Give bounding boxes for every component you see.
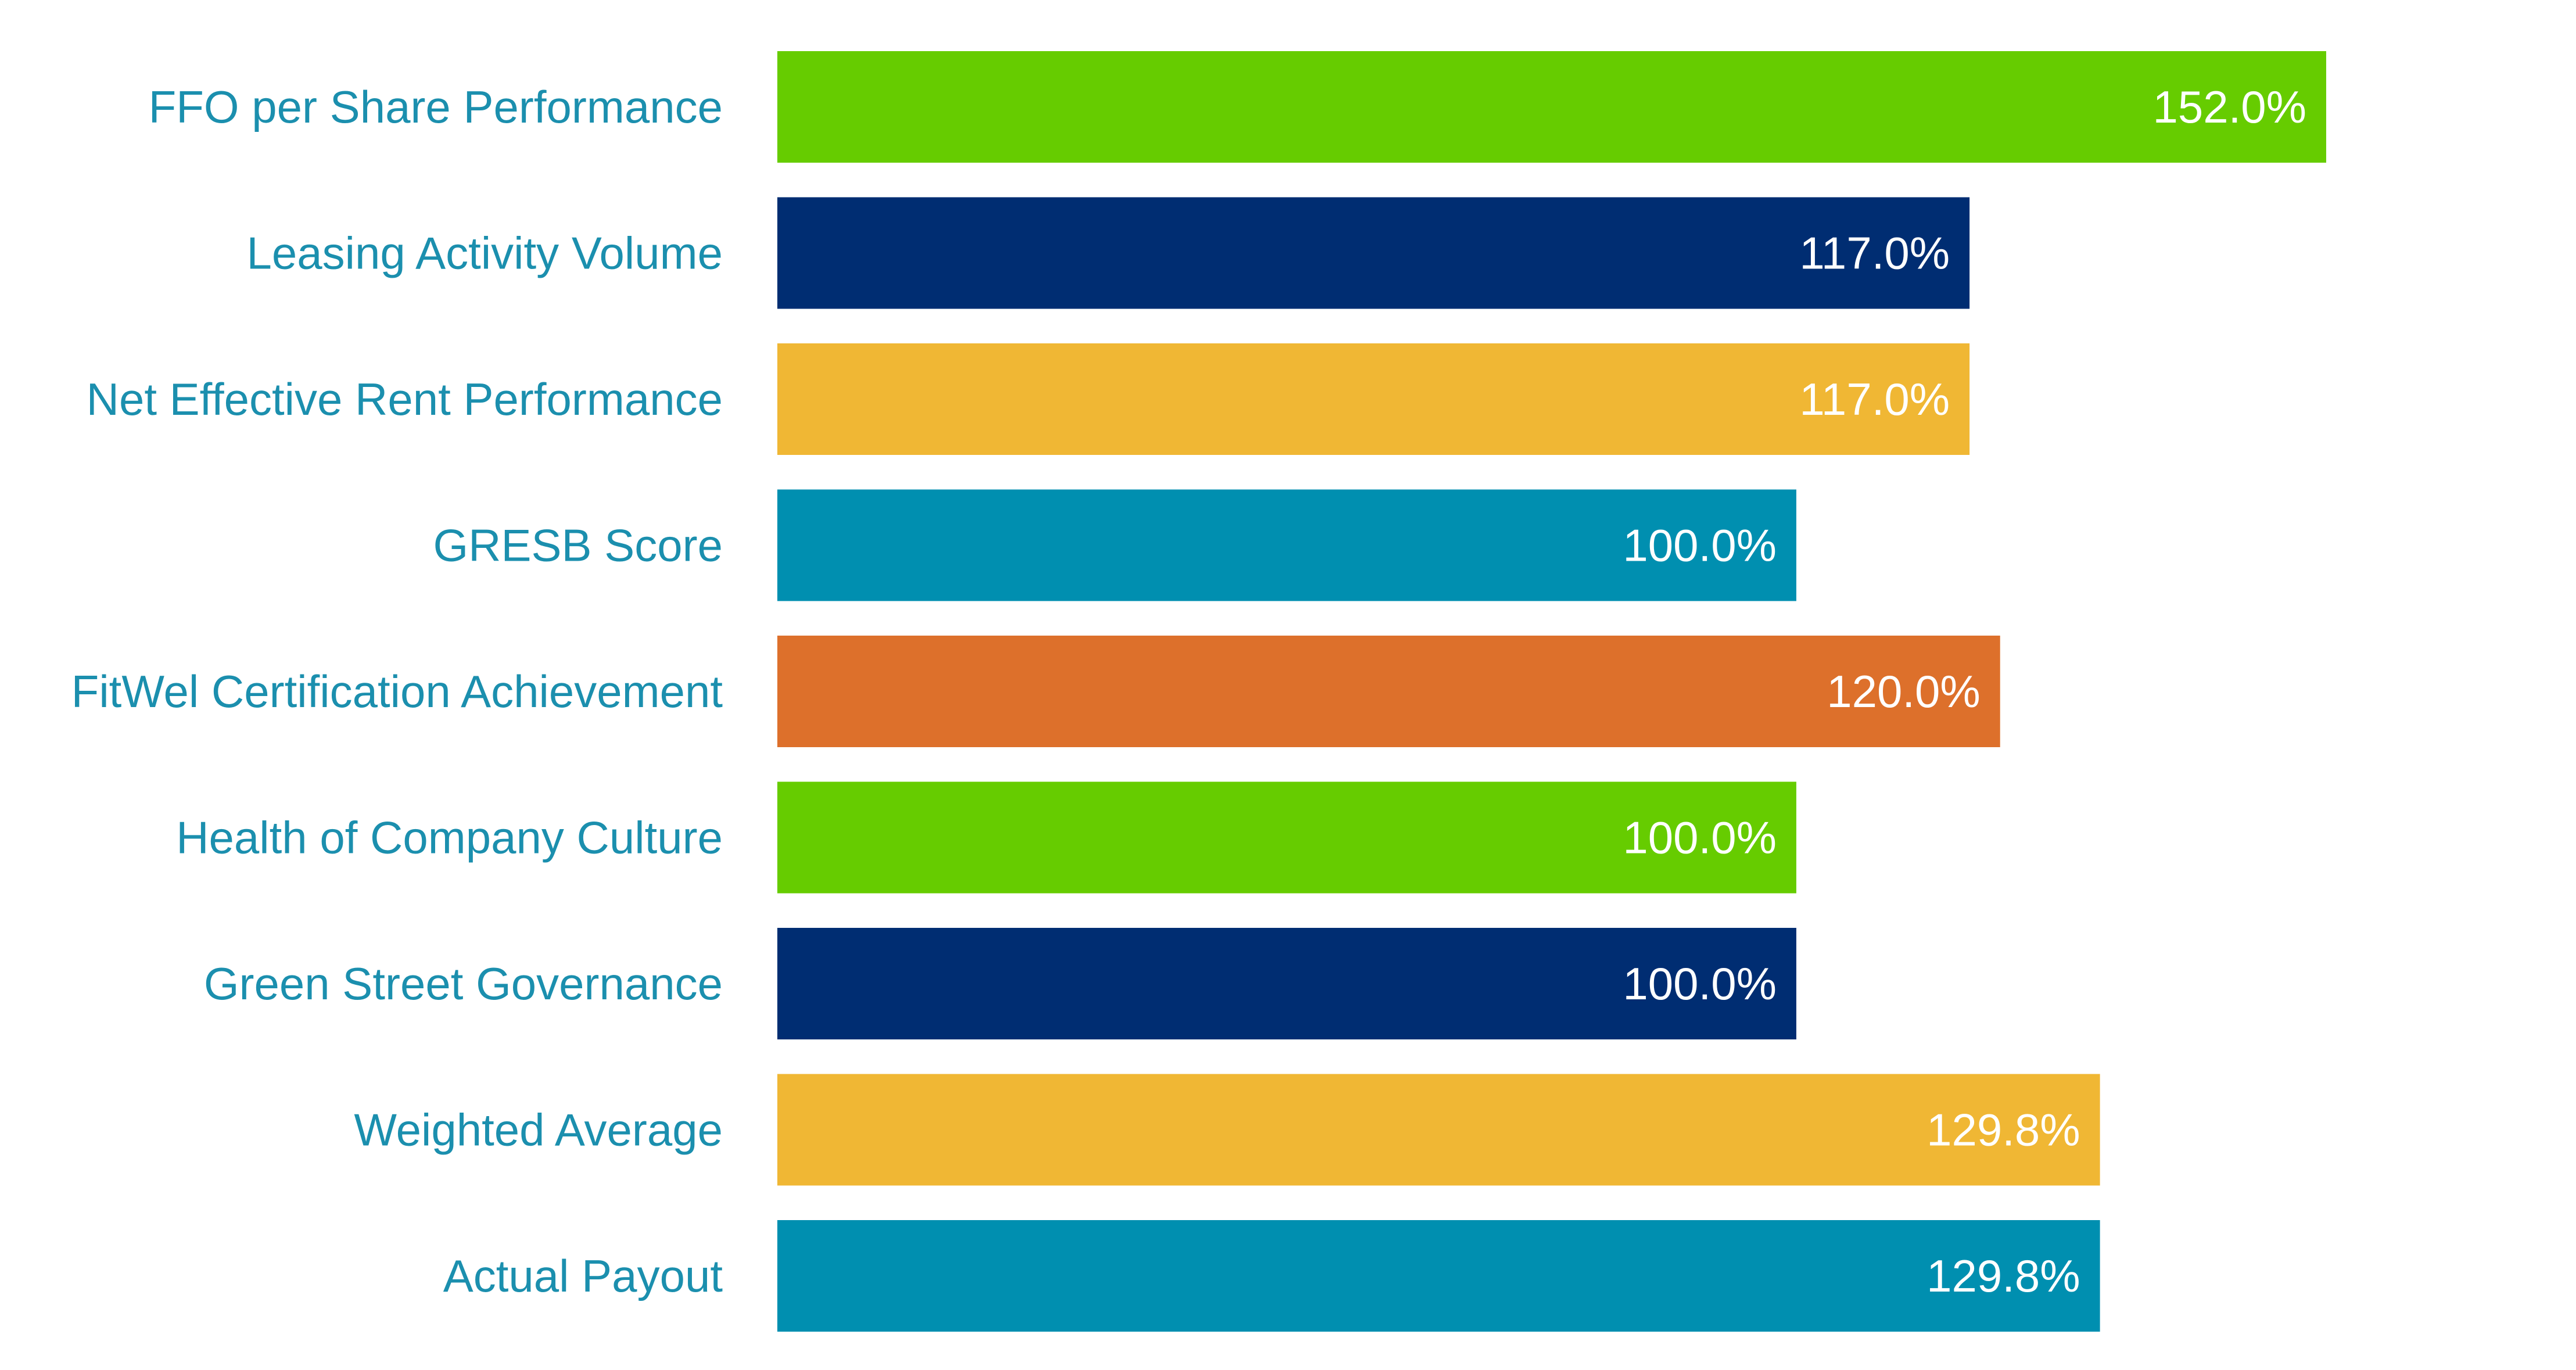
category-label: Leasing Activity Volume [247,228,723,279]
bar [777,1220,2100,1332]
bar [777,197,1970,309]
data-label: 120.0% [1827,666,1981,717]
data-label: 152.0% [2152,81,2306,132]
data-label: 100.0% [1623,520,1777,571]
category-label: Health of Company Culture [176,812,723,863]
data-label: 129.8% [1926,1250,2080,1301]
category-labels-group: FFO per Share Performance Leasing Activit… [71,81,723,1301]
bar [777,636,2000,747]
data-label: 117.0% [1799,374,1950,425]
bar [777,928,1796,1039]
bar [777,781,1796,894]
category-label: Weighted Average [354,1104,723,1156]
category-label: FFO per Share Performance [149,81,723,132]
category-label: GRESB Score [433,520,723,571]
data-label: 117.0% [1799,228,1950,279]
category-label: Actual Payout [443,1250,723,1301]
data-label: 100.0% [1623,958,1777,1009]
bar [777,1074,2100,1186]
bars-group [777,51,2326,1332]
data-label: 100.0% [1623,812,1777,863]
category-label: Green Street Governance [204,958,723,1009]
bar [777,343,1970,455]
value-labels-group: 152.0% 117.0% 117.0% 100.0% 120.0% 100.0% 100.… [1623,81,2306,1301]
category-label: FitWel Certification Achievement [71,666,723,717]
bar [777,51,2326,163]
category-label: Net Effective Rent Performance [87,374,723,425]
bar [777,489,1796,601]
data-label: 129.8% [1926,1104,2080,1156]
